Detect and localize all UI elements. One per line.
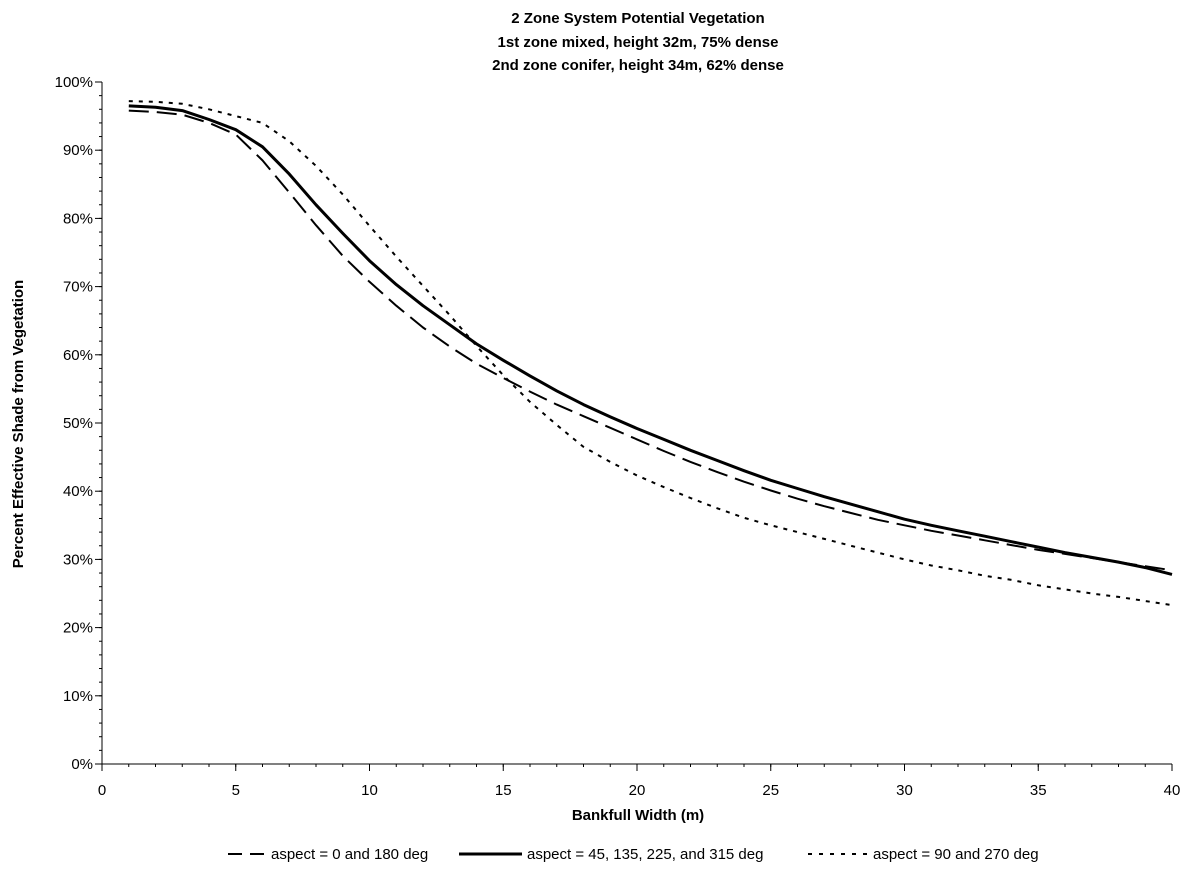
y-tick-label: 80% [63,210,93,227]
x-tick-label: 35 [1030,782,1047,799]
legend-label-1: aspect = 0 and 180 deg [271,846,428,863]
legend: aspect = 0 and 180 deg aspect = 45, 135, … [228,846,1039,863]
y-tick-label: 90% [63,142,93,159]
y-axis-label: Percent Effective Shade from Vegetation [10,280,27,568]
x-axis-label: Bankfull Width (m) [572,807,704,824]
legend-label-2: aspect = 45, 135, 225, and 315 deg [527,846,763,863]
x-tick-label: 5 [232,782,240,799]
x-tick-label: 30 [896,782,913,799]
x-tick-label: 0 [98,782,106,799]
chart-title-line-2: 1st zone mixed, height 32m, 75% dense [498,34,779,51]
x-tick-label: 20 [629,782,646,799]
y-tick-label: 100% [55,74,93,91]
chart-title-line-3: 2nd zone conifer, height 34m, 62% dense [492,57,784,74]
y-tick-label: 0% [71,756,93,773]
legend-label-3: aspect = 90 and 270 deg [873,846,1039,863]
series-line-1 [128,109,1173,572]
y-tick-label: 40% [63,483,93,500]
series-line-2 [128,104,1173,576]
chart-title-line-1: 2 Zone System Potential Vegetation [511,10,764,27]
x-tick-label: 15 [495,782,512,799]
y-tick-label: 60% [63,347,93,364]
series-lines [128,100,1173,607]
y-tick-label: 70% [63,279,93,296]
series-line-3 [128,100,1173,607]
y-tick-label: 30% [63,551,93,568]
y-tick-label: 20% [63,620,93,637]
x-tick-label: 25 [762,782,779,799]
y-tick-label: 50% [63,415,93,432]
y-tick-label: 10% [63,688,93,705]
chart-title: 2 Zone System Potential Vegetation 1st z… [492,10,784,74]
x-tick-label: 40 [1164,782,1181,799]
axes: 0% 10% 20% 30% 40% 50% 60% 70% 80% 90% 100% 0 5 10 15 2… [55,74,1181,799]
x-tick-label: 10 [361,782,378,799]
